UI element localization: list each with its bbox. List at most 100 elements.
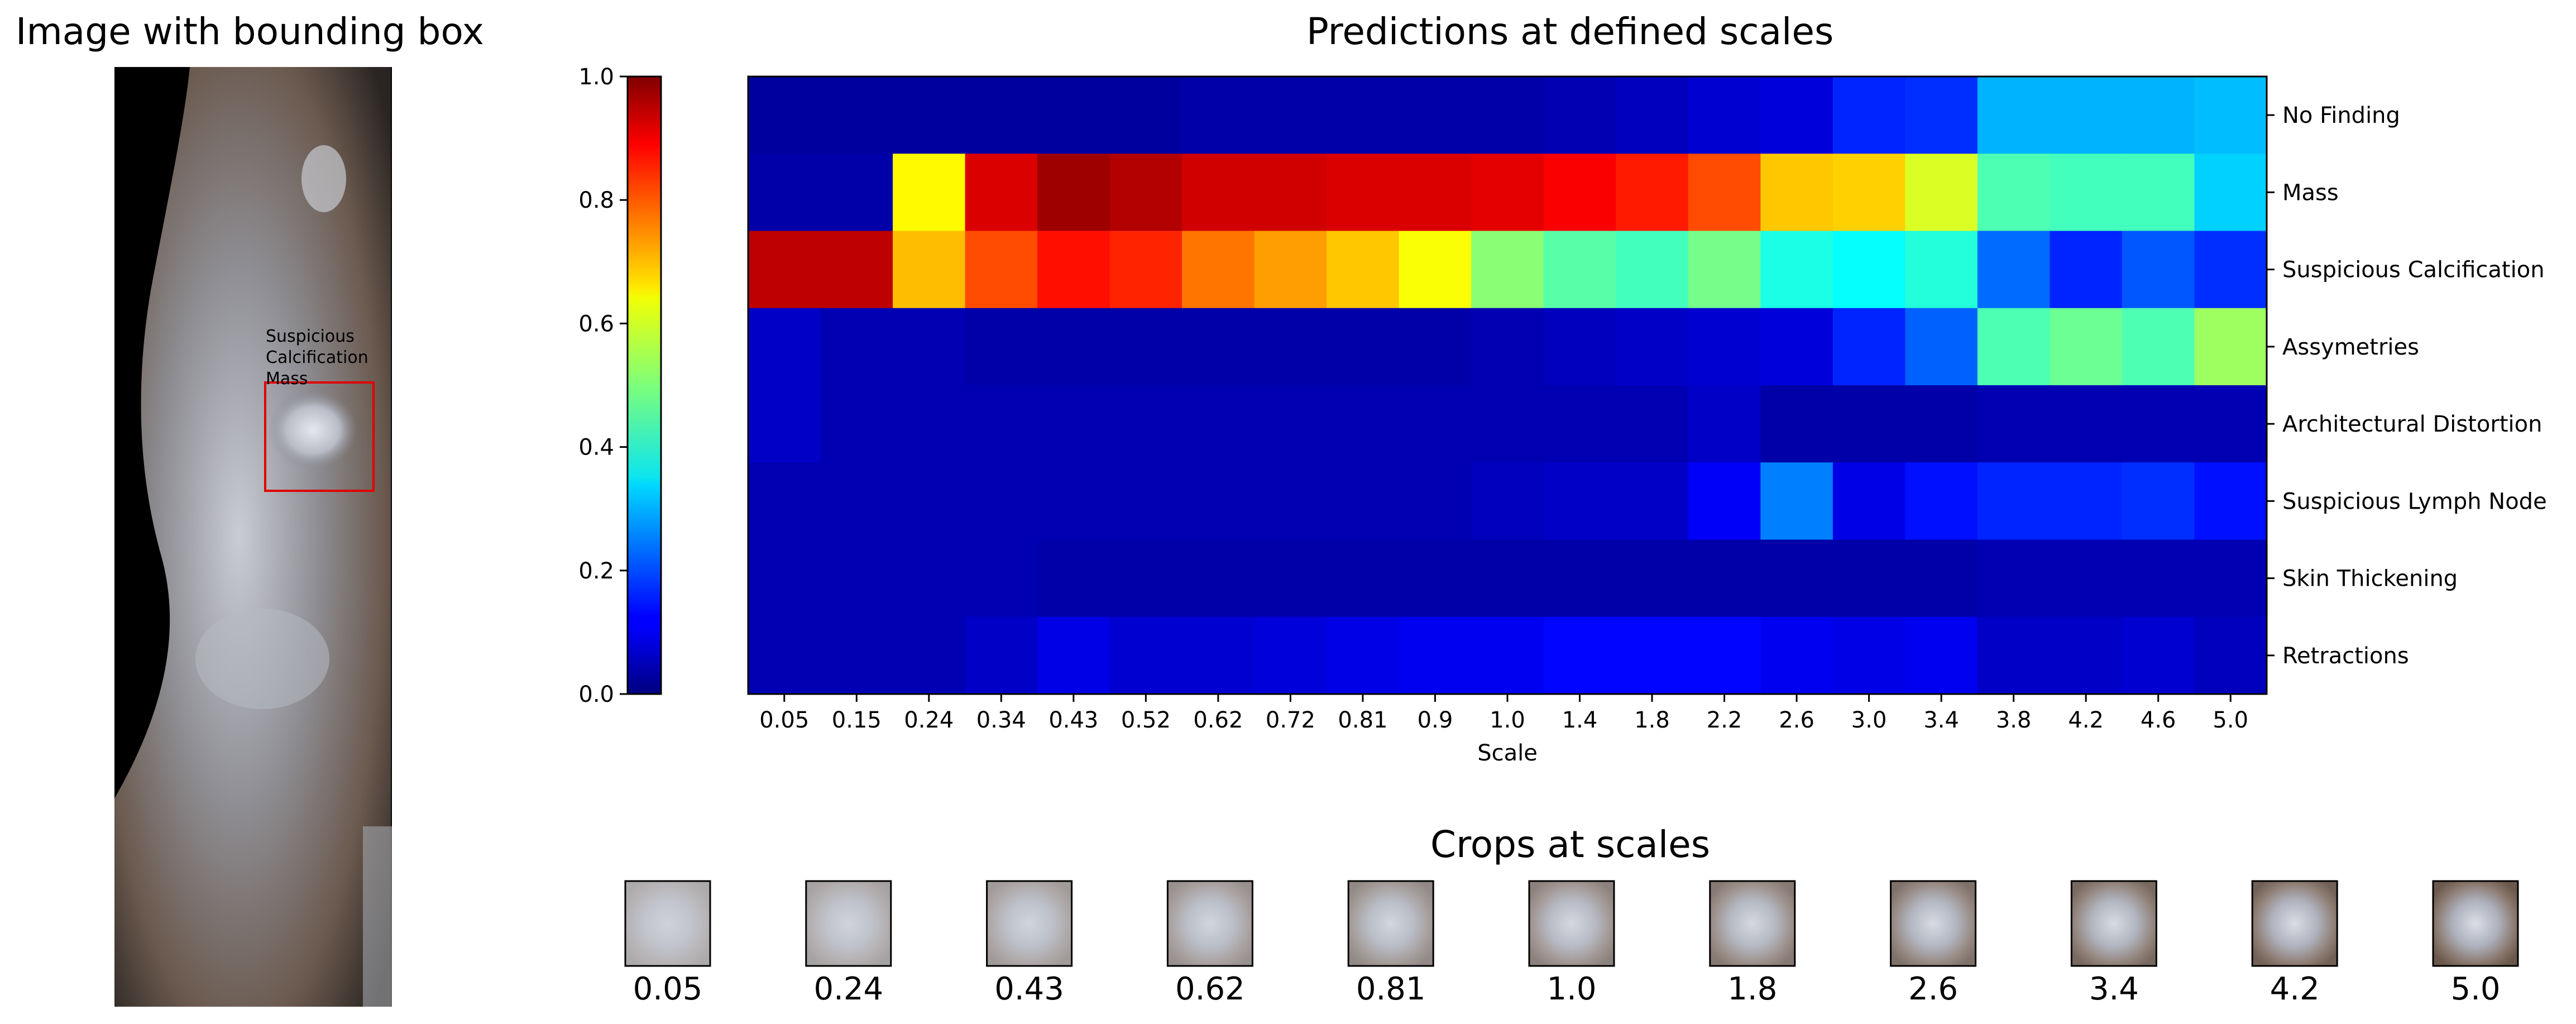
heatmap-cell [965, 616, 1038, 695]
heatmap-cell [1254, 539, 1327, 618]
heatmap-cell [1543, 385, 1616, 463]
heatmap-cell [2122, 616, 2195, 695]
heatmap-cell [1977, 462, 2051, 540]
heatmap-cell [1616, 76, 1689, 154]
heatmap-cell [1977, 616, 2051, 695]
heatmap-cell [2194, 231, 2267, 309]
crop-scale-label: 4.2 [2270, 971, 2320, 1007]
x-tick-label: 2.6 [1779, 707, 1814, 733]
heatmap-cell [1543, 308, 1616, 386]
heatmap-cell [1037, 385, 1110, 463]
box-label-line-3: Mass [266, 369, 308, 389]
heatmap-title: Predictions at defined scales [1306, 10, 1834, 53]
x-tick-label: 0.9 [1418, 707, 1453, 733]
heatmap-cell [1832, 76, 1905, 154]
y-tick-label: Assymetries [2282, 334, 2419, 360]
y-tick-label: Retractions [2282, 643, 2409, 669]
heatmap-cell [820, 616, 893, 695]
heatmap-cell [1327, 76, 1400, 154]
colorbar-ticks: 0.0 0.2 0.4 0.6 0.8 1.0 [578, 64, 628, 707]
heatmap-cell [2050, 154, 2123, 232]
box-label-line-2: Calcification [266, 348, 368, 367]
heatmap-cell [748, 385, 821, 463]
heatmap-cell [2050, 308, 2123, 386]
heatmap-cell [1977, 385, 2051, 463]
heatmap-cell [1832, 231, 1905, 309]
heatmap-cell [1109, 385, 1182, 463]
heatmap-cell [1543, 539, 1616, 618]
y-tick-label: Architectural Distortion [2282, 411, 2542, 437]
heatmap-cell [748, 462, 821, 540]
heatmap-cell [965, 385, 1038, 463]
heatmap-cell [2122, 231, 2195, 309]
heatmap-cell [965, 154, 1038, 232]
y-tick-label: Suspicious Lymph Node [2282, 489, 2547, 514]
heatmap-cell [1182, 231, 1255, 309]
heatmap-cell [820, 385, 893, 463]
heatmap-cell [1182, 308, 1255, 386]
heatmap-cell [1832, 154, 1905, 232]
heatmap-cell [2122, 308, 2195, 386]
x-tick-label: 5.0 [2213, 707, 2248, 733]
heatmap-cell [1688, 385, 1761, 463]
crop-scale-label: 1.8 [1727, 971, 1777, 1007]
x-tick-label: 0.62 [1193, 707, 1243, 733]
heatmap-cell [820, 539, 893, 618]
x-tick-label: 0.15 [832, 707, 882, 733]
heatmap-cell [2050, 385, 2123, 463]
heatmap-cell [2122, 539, 2195, 618]
x-tick-label: 0.43 [1048, 707, 1098, 733]
heatmap-cell [1399, 154, 1472, 232]
heatmap-cell [2122, 462, 2195, 540]
heatmap-cell [748, 308, 821, 386]
heatmap-cell [1832, 616, 1905, 695]
heatmap-cell [1977, 154, 2051, 232]
heatmap-cell [1399, 385, 1472, 463]
heatmap-cell [1182, 76, 1255, 154]
heatmap-cell [1832, 385, 1905, 463]
heatmap-cell [1182, 154, 1255, 232]
heatmap-cell [820, 462, 893, 540]
heatmap-cell [1327, 308, 1400, 386]
heatmap-cell [1182, 616, 1255, 695]
box-label-line-1: Suspicious [266, 327, 355, 346]
crop-scale-label: 5.0 [2450, 971, 2500, 1007]
crop-thumbnail [2432, 880, 2519, 967]
x-tick-label: 0.72 [1266, 707, 1315, 733]
heatmap-cell [1109, 539, 1182, 618]
heatmap-cell [893, 385, 966, 463]
crop-thumbnail [986, 880, 1073, 967]
heatmap-cell [1109, 76, 1182, 154]
heatmap-cell [1254, 616, 1327, 695]
heatmap-cell [1327, 385, 1400, 463]
heatmap-cell [820, 308, 893, 386]
heatmap-cell [1254, 231, 1327, 309]
heatmap-cell [1760, 231, 1833, 309]
heatmap-cell [893, 539, 966, 618]
heatmap-cell [1327, 154, 1400, 232]
heatmap-cell [1905, 462, 1978, 540]
heatmap-cell [1760, 76, 1833, 154]
heatmap-cell [748, 76, 821, 154]
heatmap-cell [1977, 308, 2051, 386]
heatmap-cell [1254, 308, 1327, 386]
heatmap-cell [1760, 385, 1833, 463]
heatmap-cell [1399, 462, 1472, 540]
x-tick-label: 0.81 [1338, 707, 1387, 733]
crop-thumbnail [624, 880, 711, 967]
heatmap-cell [965, 308, 1038, 386]
heatmap-cell [1905, 231, 1978, 309]
x-tick-label: 1.4 [1562, 707, 1598, 733]
heatmap-cell [2194, 308, 2267, 386]
crop-thumbnail [1347, 880, 1434, 967]
heatmap-cell [1399, 616, 1472, 695]
heatmap-cell [2122, 76, 2195, 154]
heatmap-cell [1471, 308, 1544, 386]
heatmap-cell [1905, 154, 1978, 232]
heatmap-cell [2194, 462, 2267, 540]
heatmap-cell [748, 539, 821, 618]
heatmap-cell [2050, 76, 2123, 154]
heatmap-cell [1616, 462, 1689, 540]
mammogram-image [114, 67, 392, 1007]
x-tick-label: 0.24 [904, 707, 954, 733]
